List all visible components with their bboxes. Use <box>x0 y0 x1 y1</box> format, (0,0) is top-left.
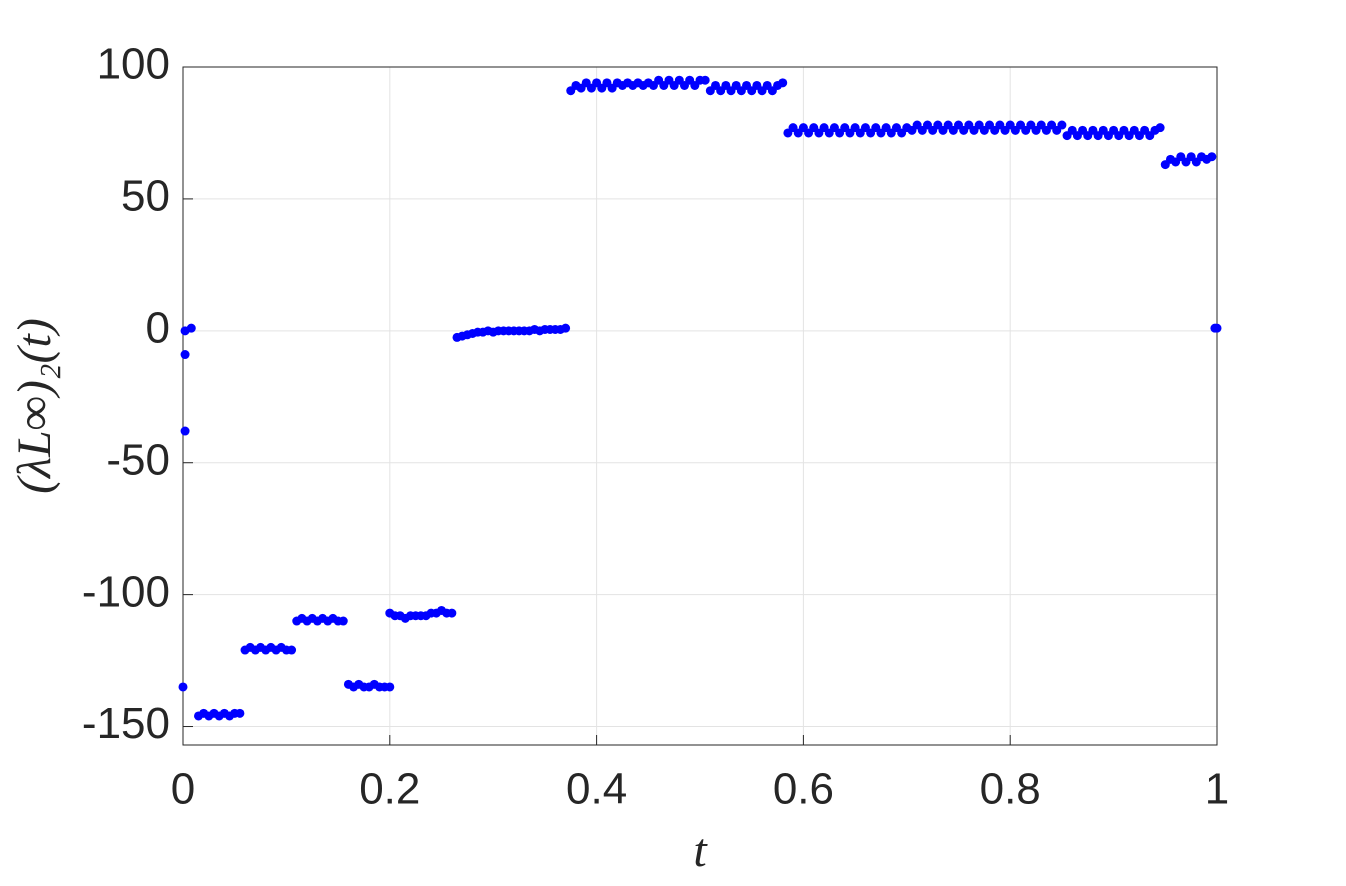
x-tick-label: 0.6 <box>773 765 834 814</box>
point <box>1155 123 1165 133</box>
point <box>1207 152 1217 162</box>
point <box>778 78 788 88</box>
point <box>180 350 190 360</box>
point <box>186 323 196 333</box>
y-tick-label: 50 <box>121 172 170 221</box>
point <box>561 323 571 333</box>
x-tick-label: 0.2 <box>359 765 420 814</box>
point <box>1057 120 1067 130</box>
point <box>1212 323 1222 333</box>
point <box>178 682 188 692</box>
point <box>235 708 245 718</box>
y-tick-label: 100 <box>97 40 170 89</box>
y-tick-label: -100 <box>82 567 170 616</box>
y-tick-label: -150 <box>82 699 170 748</box>
point <box>287 645 297 655</box>
x-tick-label: 0.4 <box>566 765 627 814</box>
x-tick-label: 0 <box>171 765 195 814</box>
x-tick-label: 1 <box>1205 765 1229 814</box>
point <box>447 608 457 618</box>
y-axis-label: (λL∞)₂(t) <box>8 318 61 494</box>
point <box>700 75 710 85</box>
x-tick-label: 0.8 <box>980 765 1041 814</box>
point <box>338 616 348 626</box>
y-tick-label: -50 <box>106 435 170 484</box>
axes-box <box>182 66 1218 746</box>
plot-area <box>183 67 1217 745</box>
point <box>385 682 395 692</box>
x-axis-label: t <box>693 824 708 877</box>
y-tick-label: 0 <box>146 303 170 352</box>
point <box>180 426 190 436</box>
